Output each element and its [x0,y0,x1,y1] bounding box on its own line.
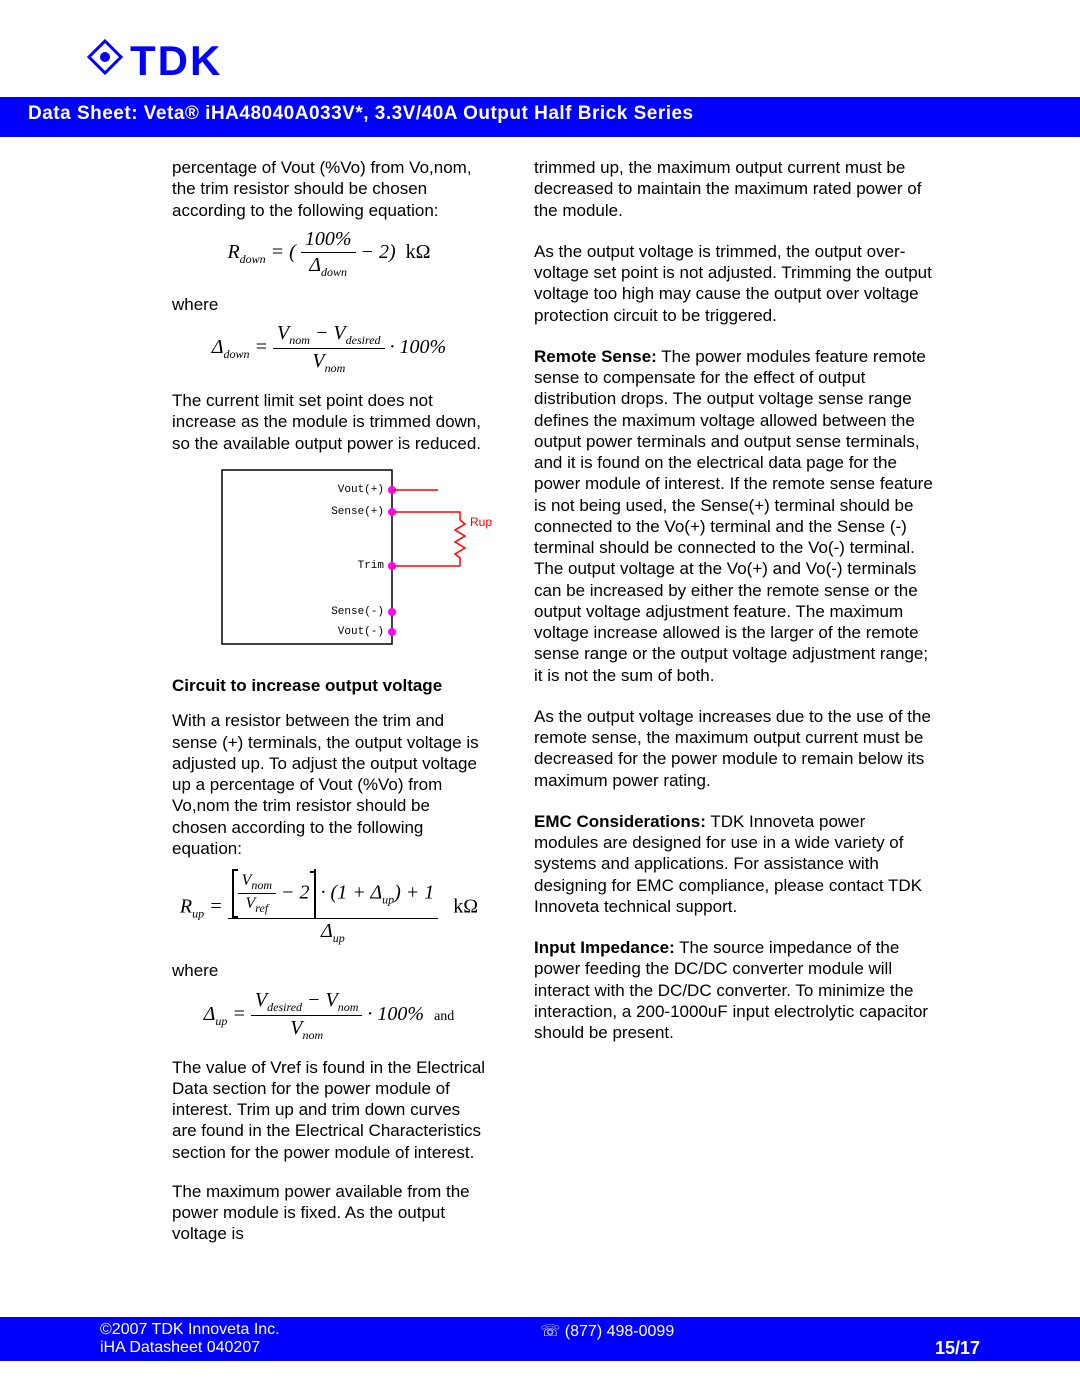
circuit-figure: Vout(+) Sense(+) Trim Sense(-) Vout(-) [212,462,486,657]
logo-icon [86,38,124,83]
run-head: EMC Considerations: [534,812,706,831]
footer-phone: ☏ (877) 498-0099 [540,1323,674,1340]
svg-text:Vout(-): Vout(-) [338,626,384,638]
where-label: where [172,960,486,981]
run-head: Input Impedance: [534,938,675,957]
svg-text:Trim: Trim [358,560,385,572]
equation-delta-up: Δup = Vdesired − Vnom Vnom · 100% and [172,988,486,1043]
title-bar: Data Sheet: Veta® iHA48040A033V*, 3.3V/4… [0,97,1080,137]
content-columns: percentage of Vout (%Vo) from Vo,nom, th… [86,157,994,1245]
column-left: percentage of Vout (%Vo) from Vo,nom, th… [86,157,486,1245]
para: With a resistor between the trim and sen… [172,710,486,859]
equation-rdown: Rdown = ( 100%Δdown − 2) kΩ [172,227,486,280]
para: The current limit set point does not inc… [172,390,486,454]
svg-text:Rup: Rup [470,515,492,529]
section-heading: Circuit to increase output voltage [172,675,486,696]
para: trimmed up, the maximum output current m… [534,157,934,221]
para-remote-sense: Remote Sense: The power modules feature … [534,346,934,686]
footer-copyright: ©2007 TDK Innoveta Inc. [100,1321,280,1339]
svg-text:Sense(+): Sense(+) [331,506,384,518]
para: percentage of Vout (%Vo) from Vo,nom, th… [172,157,486,221]
footer-bar: ©2007 TDK Innoveta Inc. iHA Datasheet 04… [0,1317,1080,1361]
footer-docref: iHA Datasheet 040207 [100,1339,280,1357]
equation-delta-down: Δdown = Vnom − Vdesired Vnom · 100% [172,321,486,376]
para: The value of Vref is found in the Electr… [172,1057,486,1163]
where-label: where [172,294,486,315]
para-impedance: Input Impedance: The source impedance of… [534,937,934,1043]
column-right: trimmed up, the maximum output current m… [534,157,934,1245]
run-body: The power modules feature remote sense t… [534,347,933,685]
para: As the output voltage is trimmed, the ou… [534,241,934,326]
page: TDK Data Sheet: Veta® iHA48040A033V*, 3.… [0,0,1080,1397]
svg-text:Sense(-): Sense(-) [331,606,384,618]
svg-text:Vout(+): Vout(+) [338,484,384,496]
para: As the output voltage increases due to t… [534,706,934,791]
equation-rup: Rup = Vnom Vref − 2 · (1 + Δup) + 1 [172,869,486,946]
footer-page: 15/17 [935,1338,980,1359]
para: The maximum power available from the pow… [172,1181,486,1245]
run-head: Remote Sense: [534,347,657,366]
logo-text: TDK [130,40,222,82]
para-emc: EMC Considerations: TDK Innoveta power m… [534,811,934,917]
logo: TDK [86,38,994,83]
